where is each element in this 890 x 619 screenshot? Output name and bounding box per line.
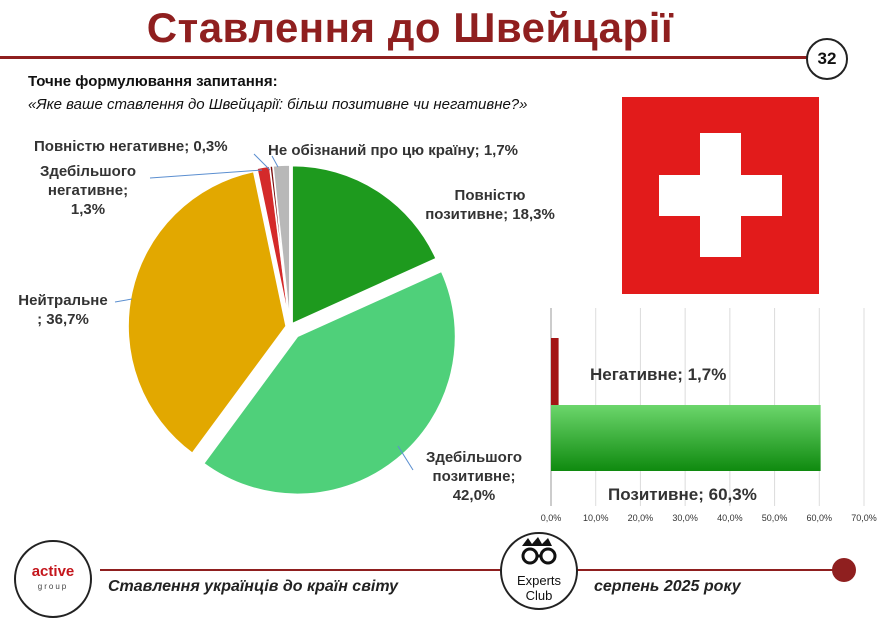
pie-label: Здебільшого позитивне; 42,0% [426, 449, 522, 504]
pie-leader-line [114, 298, 133, 303]
pie-slice [272, 164, 291, 324]
footer-dot [832, 558, 856, 582]
active-logo-main: active [31, 563, 75, 580]
glasses-icon [521, 537, 557, 565]
footer-line [100, 569, 840, 571]
pie-label: Не обізнаний про цю країну; 1,7% [268, 142, 518, 159]
bar-tick-label: 10,0% [583, 513, 609, 523]
bar-tick-label: 70,0% [851, 513, 877, 523]
active-logo-sub: group [37, 582, 69, 591]
bar-tick-label: 60,0% [807, 513, 833, 523]
pie-leader-line [271, 155, 279, 168]
page-title: Ставлення до Швейцарії [146, 4, 674, 51]
pie-label: Нейтральне; 36,7% [18, 292, 107, 328]
pie-leader-line [253, 153, 271, 171]
bar-rect [551, 405, 821, 471]
pie-label: Повністю позитивне; 18,3% [425, 187, 555, 223]
experts-club-logo: Experts Club [500, 532, 578, 610]
bar-tick-label: 40,0% [717, 513, 743, 523]
bar-chart: 0,0% 10,0% 20,0% 30,0% 40,0% 50,0% 60,0% 70,0% Н… [541, 308, 877, 523]
bar-tick-label: 0,0% [541, 513, 562, 523]
pie-leader-line [397, 445, 414, 471]
pie-leader-line [149, 169, 263, 179]
pie-slice [127, 170, 287, 455]
bar-rect [551, 338, 559, 406]
page-number-badge: 32 [806, 38, 848, 80]
active-group-logo: active group [14, 540, 92, 618]
bar-tick-label: 50,0% [762, 513, 788, 523]
question-label: Точне формулювання запитання: [28, 73, 278, 90]
pie-chart: Повністю позитивне; 18,3% Здебільшого позит… [18, 138, 555, 504]
pie-label: Здебільшого негативне; 1,3% [40, 163, 136, 218]
pie-slice [202, 270, 457, 496]
pie-label: Повністю негативне; 0,3% [34, 138, 228, 155]
footer-right-text: серпень 2025 року [594, 578, 741, 595]
experts-logo-line2: Club [525, 588, 553, 603]
question-text: «Яке ваше ставлення до Швейцарії: більш … [28, 96, 528, 113]
pie-slice [291, 164, 438, 325]
bar-label: Негативне; 1,7% [590, 365, 726, 384]
bar-label: Позитивне; 60,3% [608, 485, 757, 504]
experts-logo-line1: Experts [516, 573, 562, 588]
bar-tick-label: 30,0% [672, 513, 698, 523]
title-underline [0, 56, 820, 59]
flag-cross-horizontal [659, 175, 782, 216]
bar-tick-label: 20,0% [628, 513, 654, 523]
footer-left-text: Ставлення українців до країн світу [108, 578, 399, 595]
